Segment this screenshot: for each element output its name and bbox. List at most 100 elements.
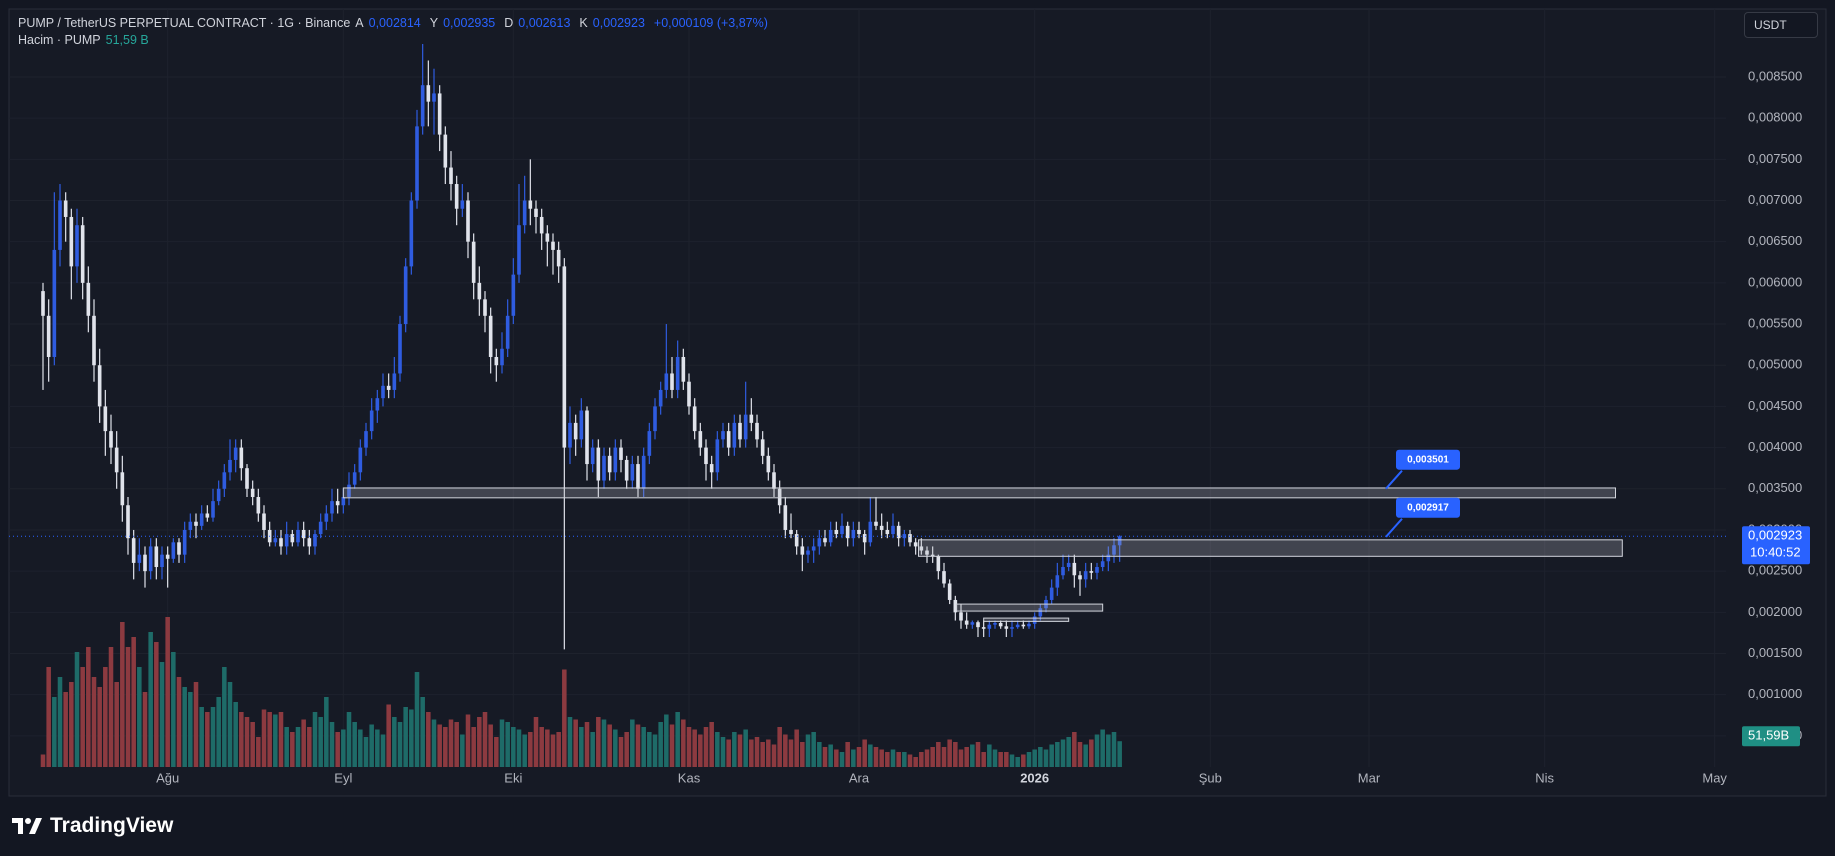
candle-body [58, 200, 62, 250]
candle-body [1066, 562, 1071, 568]
volume-bar [533, 717, 539, 767]
ohlc-key: K [579, 16, 588, 30]
candle-body [1038, 608, 1043, 617]
price-badge-label: 0,002923 [1748, 528, 1802, 543]
volume-bar [165, 617, 170, 767]
candle-body [891, 525, 895, 535]
candle-body [800, 546, 805, 555]
candle-body [653, 406, 657, 432]
candle-body [454, 184, 459, 209]
volume-bar [267, 712, 272, 767]
volume-bar [890, 749, 896, 767]
candle-body [766, 455, 771, 473]
volume-bar [913, 757, 918, 767]
volume-bar [1026, 752, 1032, 767]
volume-bar [1038, 747, 1043, 767]
candle-body [488, 315, 493, 357]
legend-line: PUMP / TetherUS PERPETUAL CONTRACT · 1G … [18, 16, 772, 30]
y-tick-label: 0,003500 [1748, 480, 1802, 495]
symbol[interactable]: PUMP / TetherUS PERPETUAL CONTRACT · 1G … [18, 16, 351, 30]
candle-body [143, 554, 147, 572]
volume-bar [584, 722, 590, 767]
brand-name: TradingView [50, 814, 174, 837]
candle-body [114, 447, 119, 473]
callout-label: 0,003501 [1407, 454, 1449, 465]
candle-body [398, 324, 402, 374]
candle-body [63, 200, 68, 217]
volume-bar [743, 729, 748, 767]
volume-bar [596, 717, 601, 767]
candle-body [517, 225, 521, 275]
volume-bar [715, 732, 720, 767]
candle-body [471, 241, 476, 283]
volume-title[interactable]: Hacim · PUMP [18, 33, 101, 47]
volume-bar [618, 737, 624, 767]
volume-bar [766, 739, 771, 767]
candle-body [590, 447, 595, 465]
currency-button[interactable]: USDT [1744, 12, 1818, 38]
y-tick-label: 0,005500 [1748, 315, 1802, 330]
candle-body [806, 550, 810, 555]
volume-bar [471, 727, 476, 767]
candle-body [755, 422, 759, 440]
candle-body [279, 538, 283, 547]
volume-bar [346, 712, 352, 767]
candle-body [318, 521, 323, 535]
candle-body [284, 534, 289, 547]
candle-body [273, 538, 278, 543]
volume-bar [760, 742, 765, 767]
candle-body [1089, 571, 1094, 573]
candle-body [347, 484, 351, 498]
candle-body [216, 488, 221, 502]
candle-body [568, 422, 572, 448]
volume-bar [749, 739, 754, 767]
volume-bar [1083, 744, 1088, 767]
volume-bar [392, 717, 397, 767]
candle-body [556, 249, 561, 267]
candle-body [721, 431, 725, 440]
candle-body [709, 464, 714, 473]
candle-body [760, 439, 765, 456]
candle-body [256, 497, 261, 514]
candle-body [936, 556, 941, 572]
candle-body [970, 622, 975, 625]
candle-body [919, 546, 924, 551]
candle-body [658, 389, 663, 407]
y-tick-label: 0,004500 [1748, 398, 1802, 413]
candle-body [528, 200, 533, 209]
price-zone [342, 487, 1616, 499]
volume-bar [1004, 752, 1009, 767]
candle-body [262, 513, 266, 530]
ohlc-key: Y [429, 16, 439, 30]
candle-body [160, 554, 164, 568]
brand[interactable]: TradingView [12, 814, 173, 838]
volume-bar [703, 727, 709, 767]
y-tick-label: 0,006500 [1748, 233, 1802, 248]
volume-bar [567, 717, 573, 767]
candle-body [477, 282, 482, 300]
volume-badge-label: 51,59B [1748, 728, 1789, 743]
candle-body [120, 472, 125, 506]
candle-body [630, 464, 635, 481]
price-zone [983, 617, 1070, 622]
candle-body [500, 348, 504, 366]
volume-bar [250, 722, 255, 767]
volume-bar [516, 729, 522, 767]
candle-body [171, 542, 176, 559]
candle-body [925, 550, 929, 555]
candle-body [313, 534, 317, 547]
candle-body [908, 534, 912, 543]
volume-bar [448, 719, 454, 767]
volume-bar [754, 737, 760, 767]
callout-box [1396, 497, 1460, 518]
volume-bar [788, 739, 794, 767]
volume-bar [992, 749, 998, 767]
candle-body [80, 225, 85, 283]
candle-body [126, 505, 130, 539]
volume-bar [936, 742, 941, 767]
candle-body [335, 501, 340, 506]
candle-body [1083, 571, 1088, 580]
volume-bar [879, 749, 884, 767]
volume-bar [1094, 734, 1100, 767]
candle-body [307, 538, 312, 547]
